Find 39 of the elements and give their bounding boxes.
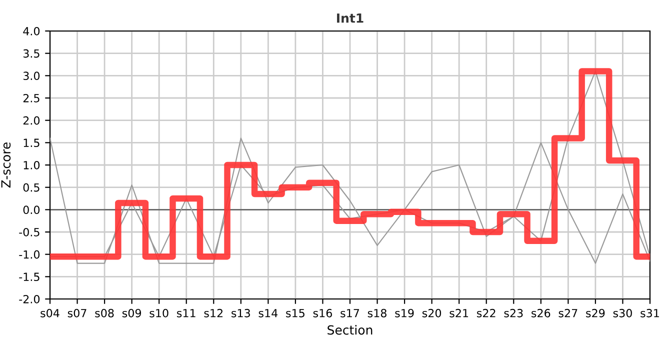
x-tick-label: s09 [122,308,141,318]
x-tick-label: s29 [586,308,605,318]
y-tick-label: 1.0 [24,160,40,170]
x-tick-label: s22 [477,308,496,318]
x-tick-label: s18 [368,308,386,318]
x-tick-label: s12 [204,308,222,318]
x-tick-label: s26 [532,308,550,318]
x-tick-label: s08 [95,308,114,318]
x-tick-label: s04 [40,308,60,318]
x-tick-label: s16 [313,308,332,318]
x-tick-label: s30 [613,308,632,318]
y-tick-label: 0.5 [23,183,40,192]
y-tick-label: 2.0 [23,116,40,125]
x-tick-label: s23 [504,308,523,318]
y-tick-label: 0.0 [23,206,40,214]
x-tick-label: s31 [640,308,659,318]
y-tick-label: -1.5 [19,272,40,282]
x-tick-label: s17 [340,309,360,318]
x-axis-title: Section [328,325,372,335]
x-tick-label: s14 [258,309,278,318]
x-tick-label: s10 [150,308,168,318]
y-tick-label: 2.5 [23,94,40,102]
y-tick-label: 1.5 [24,138,40,148]
y-axis-title: Z-score [1,142,11,188]
x-tick-label: s11 [177,309,196,318]
x-tick-label: s19 [395,308,414,318]
x-tick-label: s15 [286,309,304,318]
y-tick-label: 3.0 [23,72,40,80]
x-tick-label: s07 [68,308,86,318]
x-tick-label: s13 [232,308,250,318]
y-tick-label: -1.0 [19,250,40,259]
y-tick-label: -0.5 [19,228,40,236]
y-tick-label: 4.0 [23,26,40,36]
x-tick-label: s20 [422,308,442,318]
x-tick-label: s27 [558,308,578,318]
x-tick-label: s21 [450,308,468,318]
chart-title: Int1 [337,14,364,23]
y-tick-label: 3.5 [23,49,40,58]
y-tick-label: -2.0 [19,294,40,304]
